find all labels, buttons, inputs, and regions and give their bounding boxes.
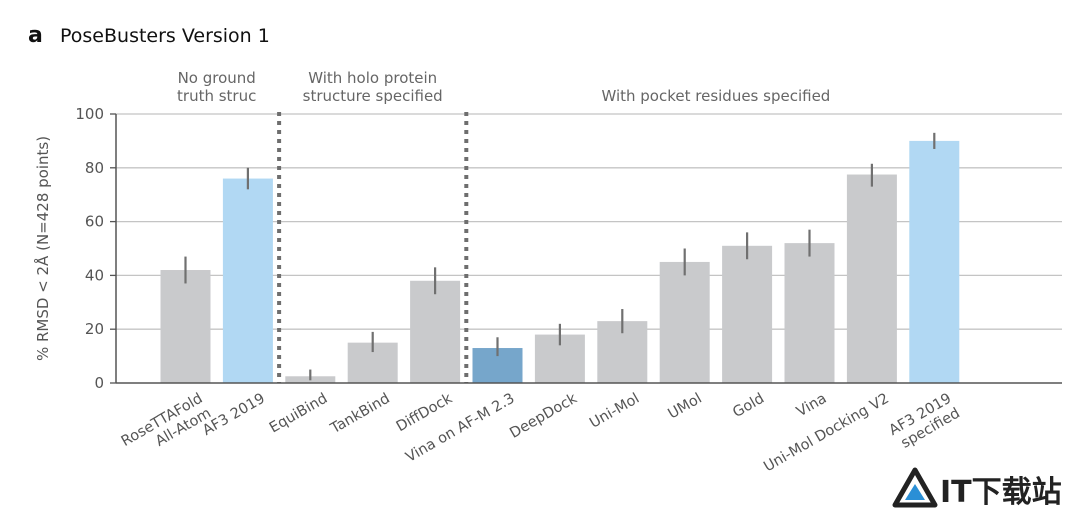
y-tick-label: 0 <box>94 374 104 392</box>
x-category-label: Vina on AF-M 2.3 <box>403 391 517 466</box>
y-tick-label: 80 <box>85 159 104 177</box>
x-category-label-line: DeepDock <box>507 390 580 441</box>
bar <box>784 243 835 383</box>
x-category-label-line: TankBind <box>327 391 392 438</box>
y-tick-label: 60 <box>85 213 104 231</box>
x-category-label: Vina <box>794 391 829 421</box>
x-category-label: UMol <box>665 391 704 423</box>
y-tick-label: 100 <box>75 105 104 123</box>
x-category-label-line: UMol <box>665 391 704 423</box>
x-category-label-line: Gold <box>730 391 767 422</box>
watermark: IT下载站 <box>892 467 1062 510</box>
chart-title: PoseBusters Version 1 <box>60 25 270 47</box>
x-category-label-line: Uni-Mol <box>587 391 642 432</box>
bar <box>659 261 710 383</box>
gridlines <box>110 113 1062 384</box>
panel-letter: a <box>28 23 43 48</box>
x-category-label: EquiBind <box>267 391 330 437</box>
group-label: No ground <box>178 69 256 87</box>
x-category-label: DeepDock <box>507 390 580 441</box>
watermark-logo-inner-icon <box>905 484 925 500</box>
group-label: With holo protein <box>308 69 437 87</box>
x-category-label: Uni-Mol <box>587 391 642 432</box>
y-axis-label: % RMSD < 2Å (N=428 points) <box>33 136 52 361</box>
bar <box>846 174 897 383</box>
group-separators <box>277 112 469 383</box>
y-tick-labels: 0 20 40 60 80 100 <box>75 105 104 392</box>
y-tick-label: 20 <box>85 320 104 338</box>
bars <box>160 132 960 383</box>
bar <box>222 178 273 383</box>
x-category-label-line: Vina on AF-M 2.3 <box>403 391 517 466</box>
x-category-label-line: EquiBind <box>267 391 330 437</box>
bar <box>160 270 211 383</box>
bar <box>722 245 773 383</box>
bar <box>909 140 960 383</box>
group-label: With pocket residues specified <box>601 87 830 105</box>
axes <box>115 114 1062 384</box>
x-category-label: Gold <box>730 391 767 422</box>
bar <box>410 280 461 383</box>
y-tick-label: 40 <box>85 266 104 284</box>
x-category-label: TankBind <box>327 391 392 438</box>
watermark-logo-icon <box>892 467 938 508</box>
group-label: truth struc <box>177 87 256 105</box>
watermark-text: IT下载站 <box>940 475 1062 510</box>
group-label: structure specified <box>303 87 443 105</box>
x-category-label-line: Vina <box>794 391 829 421</box>
